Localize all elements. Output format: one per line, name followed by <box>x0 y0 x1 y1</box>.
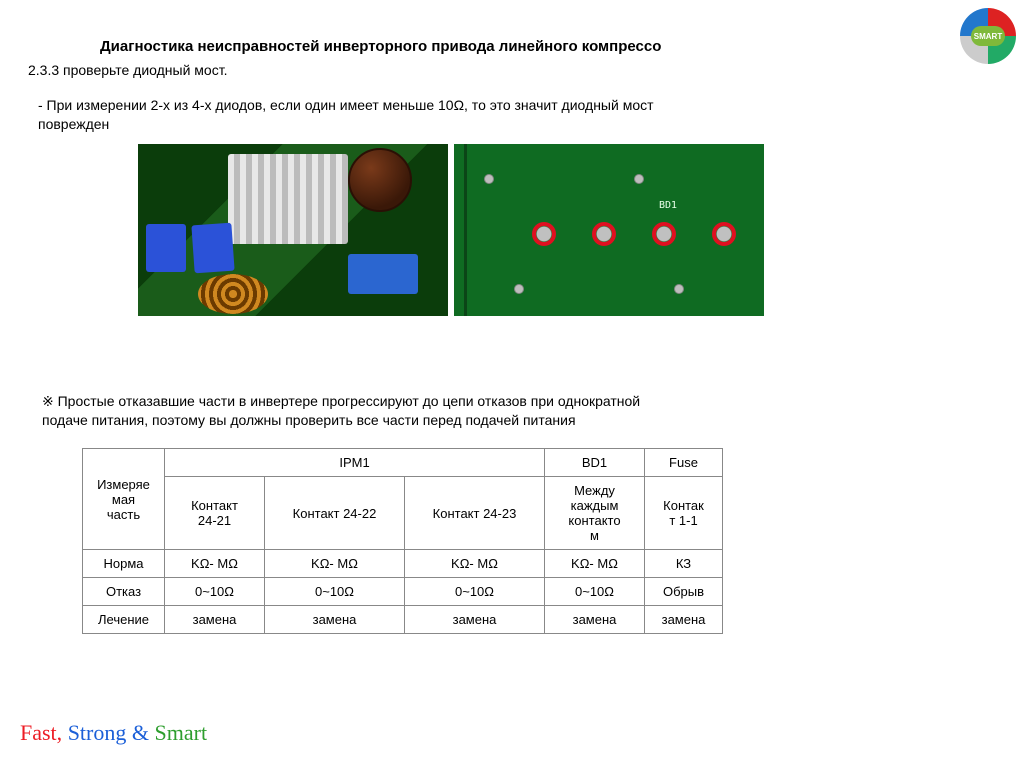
row-label-fail: Отказ <box>83 578 165 606</box>
solder-via <box>514 284 524 294</box>
table-row-contacts: Контакт 24-21 Контакт 24-22 Контакт 24-2… <box>83 477 723 550</box>
table-row-cure: Лечение замена замена замена замена заме… <box>83 606 723 634</box>
pcb-photo-front <box>138 144 448 316</box>
cell-contact-2422: Контакт 24-22 <box>265 477 405 550</box>
highlight-ring-3 <box>652 222 676 246</box>
cell: замена <box>165 606 265 634</box>
heatsink-shape <box>228 154 348 244</box>
cell: 0~10Ω <box>265 578 405 606</box>
cell: KΩ- MΩ <box>405 550 545 578</box>
photo-row: BD1 <box>138 144 764 316</box>
page-title: Диагностика неисправностей инверторного … <box>100 38 984 55</box>
row-label-cure: Лечение <box>83 606 165 634</box>
solder-via <box>674 284 684 294</box>
header-measure: Измеряе мая часть <box>83 449 165 550</box>
tagline-fast: Fast, <box>20 720 62 745</box>
instruction-text: - При измерении 2-х из 4-х диодов, если … <box>38 96 984 134</box>
cell: 0~10Ω <box>405 578 545 606</box>
instruction-line2: поврежден <box>38 116 109 132</box>
cell: замена <box>405 606 545 634</box>
cell: 0~10Ω <box>165 578 265 606</box>
measurement-table: Измеряе мая часть IPM1 BD1 Fuse Контакт … <box>82 448 723 634</box>
header-fuse: Fuse <box>645 449 723 477</box>
cell: KΩ- MΩ <box>545 550 645 578</box>
cell: замена <box>645 606 723 634</box>
tagline-strong: Strong <box>68 720 127 745</box>
cell-contact-2421: Контакт 24-21 <box>165 477 265 550</box>
blue-cap-2 <box>191 223 234 274</box>
cell-contact-11: Контак т 1-1 <box>645 477 723 550</box>
toroid-inductor <box>198 274 268 314</box>
cell: KΩ- MΩ <box>265 550 405 578</box>
brand-logo: SMART <box>960 8 1016 64</box>
solder-via <box>634 174 644 184</box>
solder-via <box>484 174 494 184</box>
cell: замена <box>265 606 405 634</box>
blue-cap-1 <box>146 224 186 272</box>
highlight-ring-2 <box>592 222 616 246</box>
table-row-header: Измеряе мая часть IPM1 BD1 Fuse <box>83 449 723 477</box>
header-ipm: IPM1 <box>165 449 545 477</box>
table-row-fail: Отказ 0~10Ω 0~10Ω 0~10Ω 0~10Ω Обрыв <box>83 578 723 606</box>
cell: 0~10Ω <box>545 578 645 606</box>
silkscreen-bd1: BD1 <box>659 200 677 211</box>
cell: замена <box>545 606 645 634</box>
tagline: Fast, Strong & Smart <box>20 720 207 746</box>
blue-component <box>348 254 418 294</box>
section-number: 2.3.3 проверьте диодный мост. <box>28 62 227 78</box>
cell-contact-2423: Контакт 24-23 <box>405 477 545 550</box>
cell: KΩ- MΩ <box>165 550 265 578</box>
tagline-smart: Smart <box>155 720 208 745</box>
note-text: ※ Простые отказавшие части в инвертере п… <box>42 392 944 430</box>
pcb-photo-back: BD1 <box>454 144 764 316</box>
cell-contact-between: Между каждым контакто м <box>545 477 645 550</box>
cell: Обрыв <box>645 578 723 606</box>
highlight-ring-1 <box>532 222 556 246</box>
row-label-norm: Норма <box>83 550 165 578</box>
header-bd: BD1 <box>545 449 645 477</box>
capacitor-shape <box>348 148 412 212</box>
cell: КЗ <box>645 550 723 578</box>
tagline-amp: & <box>132 720 149 745</box>
note-line1: ※ Простые отказавшие части в инвертере п… <box>42 393 640 409</box>
table-row-norm: Норма KΩ- MΩ KΩ- MΩ KΩ- MΩ KΩ- MΩ КЗ <box>83 550 723 578</box>
highlight-ring-4 <box>712 222 736 246</box>
instruction-line1: - При измерении 2-х из 4-х диодов, если … <box>38 97 654 113</box>
note-line2: подаче питания, поэтому вы должны провер… <box>42 412 576 428</box>
